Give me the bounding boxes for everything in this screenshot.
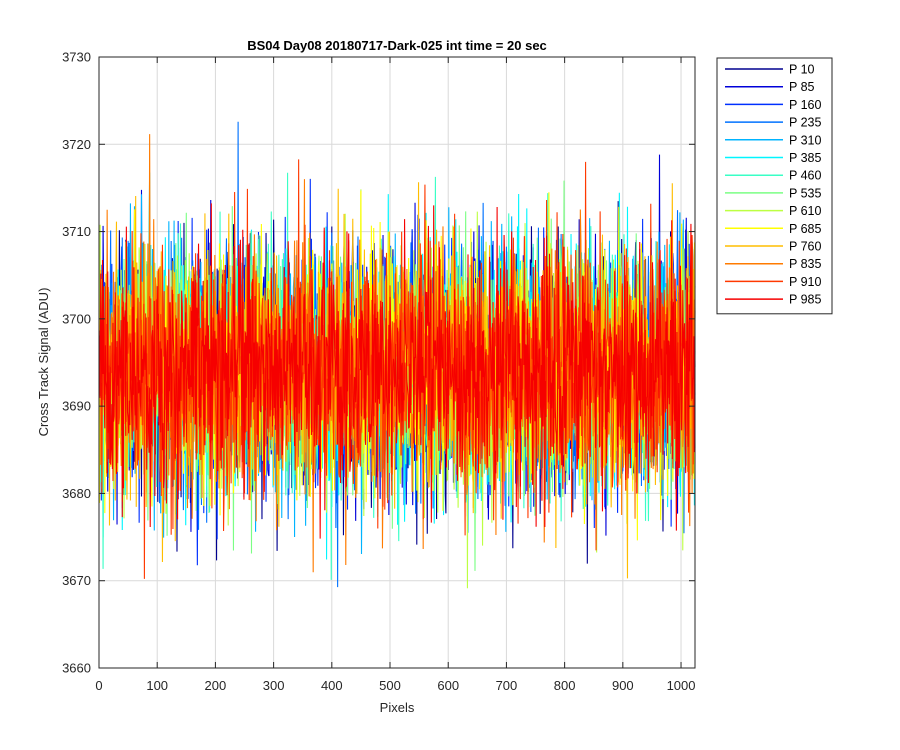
y-tick-label: 3680: [62, 486, 91, 501]
y-tick-label: 3670: [62, 573, 91, 588]
legend: P 10 P 85 P 160 P 235 P 310 P 385 P 460 P 535 P …: [716, 57, 833, 315]
x-tick-label: 100: [146, 678, 168, 693]
legend-box: [716, 57, 833, 315]
y-tick-label: 3730: [62, 50, 91, 65]
y-tick-label: 3720: [62, 137, 91, 152]
legend-label: P 610: [789, 204, 821, 218]
x-tick-label: 900: [612, 678, 634, 693]
x-tick-label: 200: [205, 678, 227, 693]
legend-label: P 385: [789, 151, 821, 165]
x-tick-label: 500: [379, 678, 401, 693]
x-tick-label: 400: [321, 678, 343, 693]
legend-label: P 685: [789, 222, 821, 236]
legend-label: P 85: [789, 80, 815, 94]
x-tick-label: 600: [437, 678, 459, 693]
ticks: 0 100 200 300 400 500 600 700 800 900 1000 3660 3670…: [62, 50, 695, 694]
legend-label: P 10: [789, 63, 815, 77]
x-tick-label: 800: [554, 678, 576, 693]
legend-label: P 160: [789, 98, 821, 112]
y-tick-label: 3700: [62, 311, 91, 326]
x-tick-label: 0: [95, 678, 102, 693]
x-tick-label: 700: [496, 678, 518, 693]
x-tick-label: 300: [263, 678, 285, 693]
y-tick-label: 3710: [62, 224, 91, 239]
legend-label: P 460: [789, 169, 821, 183]
legend-label: P 910: [789, 275, 821, 289]
legend-label: P 310: [789, 133, 821, 147]
series-layer: [99, 121, 696, 589]
legend-label: P 535: [789, 186, 821, 200]
series-line-p-985: [99, 203, 696, 539]
y-tick-label: 3660: [62, 661, 91, 676]
x-tick-label: 1000: [667, 678, 696, 693]
y-tick-label: 3690: [62, 399, 91, 414]
y-axis-label: Cross Track Signal (ADU): [36, 288, 51, 437]
plot-frame: [98, 56, 696, 669]
legend-label: P 235: [789, 116, 821, 130]
chart-title: BS04 Day08 20180717-Dark-025 int time = …: [247, 38, 547, 53]
x-axis-label: Pixels: [380, 700, 415, 715]
legend-label: P 835: [789, 257, 821, 271]
legend-label: P 760: [789, 240, 821, 254]
legend-label: P 985: [789, 293, 821, 307]
